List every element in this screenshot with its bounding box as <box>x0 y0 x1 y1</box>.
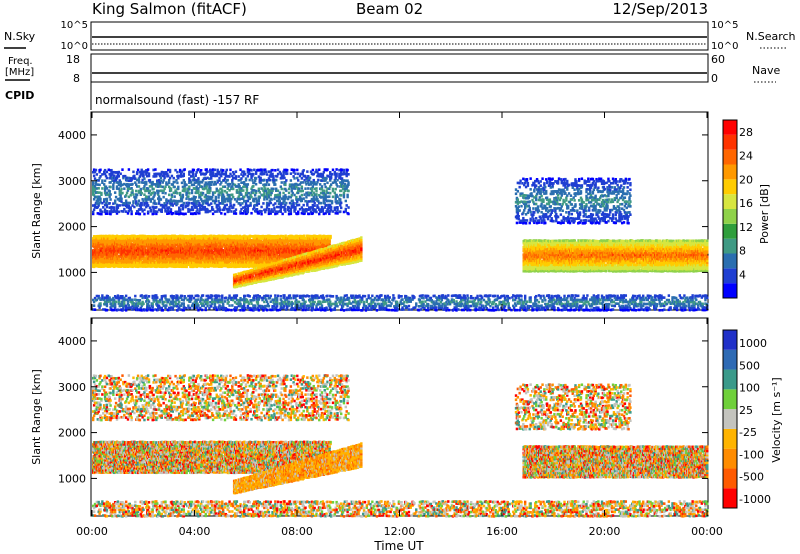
freq-label-1: Freq. <box>8 56 33 67</box>
freq-right-tick-bottom: 0 <box>711 72 718 85</box>
freq-right-tick-top: 60 <box>711 53 725 66</box>
power-cell <box>329 235 331 238</box>
power-cell <box>303 235 305 238</box>
station-title: King Salmon (fitACF) <box>92 0 247 18</box>
beam-title: Beam 02 <box>356 0 423 18</box>
freq-label-2: [MHz] <box>5 67 34 78</box>
nave-label: Nave <box>752 64 780 77</box>
noise-right-tick-bottom: 10^0 <box>711 41 738 52</box>
cpid-text: normalsound (fast) -157 RF <box>95 93 259 107</box>
freq-left-tick-bottom: 8 <box>73 72 80 85</box>
noise-left-tick-bottom: 10^0 <box>61 41 88 52</box>
noise-right-label: N.Search <box>746 30 796 43</box>
noise-left-tick-top: 10^5 <box>61 20 88 31</box>
cpid-label: CPID <box>5 89 34 102</box>
date-title: 12/Sep/2013 <box>612 0 708 18</box>
freq-left-tick-top: 18 <box>66 53 80 66</box>
freq-panel <box>91 54 708 82</box>
noise-left-label: N.Sky <box>4 30 36 43</box>
noise-panel <box>91 22 708 50</box>
noise-right-tick-top: 10^5 <box>711 20 738 31</box>
